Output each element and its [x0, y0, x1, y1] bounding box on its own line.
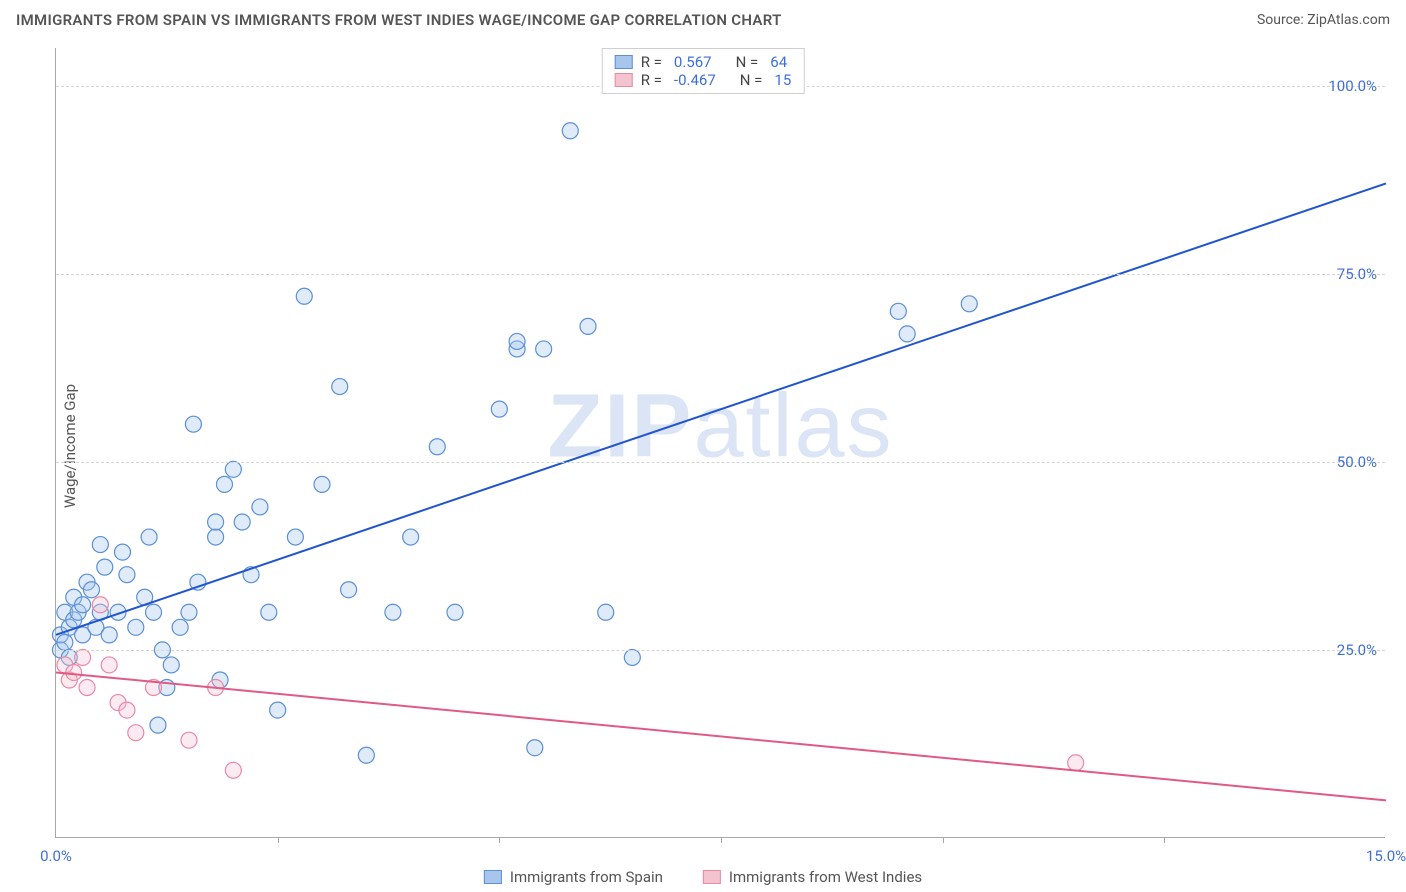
plot-area: ZIPatlas 25.0%50.0%75.0%100.0%0.0%15.0%	[55, 48, 1385, 838]
x-tick-mark	[499, 837, 500, 843]
data-point	[287, 529, 303, 545]
data-point	[509, 333, 525, 349]
data-point	[332, 379, 348, 395]
data-point	[119, 702, 135, 718]
source-label: Source:	[1257, 12, 1307, 28]
data-point	[296, 288, 312, 304]
data-point	[234, 514, 250, 530]
data-point	[598, 604, 614, 620]
data-point	[75, 649, 91, 665]
data-point	[899, 326, 915, 342]
y-tick-label: 25.0%	[1337, 641, 1377, 659]
y-tick-label: 100.0%	[1328, 77, 1377, 95]
gridline	[56, 462, 1385, 463]
source-attribution: Source: ZipAtlas.com	[1257, 12, 1390, 28]
data-point	[75, 597, 91, 613]
source-link[interactable]: ZipAtlas.com	[1307, 12, 1390, 28]
legend-label-westindies: Immigrants from West Indies	[729, 868, 922, 886]
data-point	[208, 529, 224, 545]
data-point	[385, 604, 401, 620]
legend-swatch-westindies	[703, 870, 721, 884]
data-point	[128, 725, 144, 741]
data-point	[79, 680, 95, 696]
data-point	[141, 529, 157, 545]
data-point	[172, 619, 188, 635]
data-point	[314, 476, 330, 492]
data-point	[491, 401, 507, 417]
data-point	[270, 702, 286, 718]
r-label: R =	[641, 53, 662, 71]
data-point	[83, 582, 99, 598]
r-value-westindies: -0.467	[674, 71, 716, 89]
data-point	[527, 740, 543, 756]
data-point	[181, 732, 197, 748]
data-point	[358, 747, 374, 763]
scatter-svg	[56, 48, 1386, 838]
n-label: N =	[736, 53, 759, 71]
r-label: R =	[641, 71, 662, 89]
data-point	[97, 559, 113, 575]
legend-stats-row: R = 0.567 N = 64	[615, 53, 792, 71]
data-point	[447, 604, 463, 620]
legend-swatch-spain	[484, 870, 502, 884]
data-point	[185, 416, 201, 432]
legend-item-spain: Immigrants from Spain	[484, 868, 663, 886]
data-point	[403, 529, 419, 545]
x-tick-label-left: 0.0%	[40, 847, 72, 865]
data-point	[66, 664, 82, 680]
legend-swatch-spain	[615, 55, 633, 69]
legend-stats-row: R = -0.467 N = 15	[615, 71, 792, 89]
data-point	[92, 537, 108, 553]
trend-line	[56, 183, 1386, 634]
legend-label-spain: Immigrants from Spain	[510, 868, 663, 886]
data-point	[208, 514, 224, 530]
chart-title: IMMIGRANTS FROM SPAIN VS IMMIGRANTS FROM…	[16, 11, 782, 29]
data-point	[101, 627, 117, 643]
data-point	[216, 476, 232, 492]
data-point	[580, 318, 596, 334]
bottom-legend: Immigrants from Spain Immigrants from We…	[484, 868, 922, 886]
data-point	[115, 544, 131, 560]
legend-swatch-westindies	[615, 73, 633, 87]
x-tick-mark	[1164, 837, 1165, 843]
data-point	[225, 461, 241, 477]
data-point	[961, 296, 977, 312]
data-point	[1068, 755, 1084, 771]
n-value-spain: 64	[770, 53, 787, 71]
data-point	[429, 439, 445, 455]
data-point	[57, 634, 73, 650]
n-value-westindies: 15	[774, 71, 791, 89]
data-point	[128, 619, 144, 635]
legend-item-westindies: Immigrants from West Indies	[703, 868, 922, 886]
data-point	[150, 717, 166, 733]
data-point	[146, 604, 162, 620]
data-point	[341, 582, 357, 598]
data-point	[181, 604, 197, 620]
gridline	[56, 274, 1385, 275]
title-bar: IMMIGRANTS FROM SPAIN VS IMMIGRANTS FROM…	[0, 0, 1406, 40]
gridline	[56, 650, 1385, 651]
x-tick-mark	[943, 837, 944, 843]
r-value-spain: 0.567	[674, 53, 712, 71]
x-tick-mark	[278, 837, 279, 843]
data-point	[624, 649, 640, 665]
legend-stats-box: R = 0.567 N = 64 R = -0.467 N = 15	[602, 48, 805, 94]
data-point	[562, 123, 578, 139]
data-point	[92, 597, 108, 613]
trend-line	[56, 672, 1386, 800]
data-point	[890, 303, 906, 319]
data-point	[163, 657, 179, 673]
data-point	[261, 604, 277, 620]
data-point	[252, 499, 268, 515]
n-label: N =	[740, 71, 763, 89]
y-tick-label: 50.0%	[1337, 453, 1377, 471]
data-point	[225, 762, 241, 778]
x-tick-label-right: 15.0%	[1366, 847, 1406, 865]
data-point	[101, 657, 117, 673]
y-tick-label: 75.0%	[1337, 265, 1377, 283]
data-point	[536, 341, 552, 357]
data-point	[119, 567, 135, 583]
x-tick-mark	[721, 837, 722, 843]
